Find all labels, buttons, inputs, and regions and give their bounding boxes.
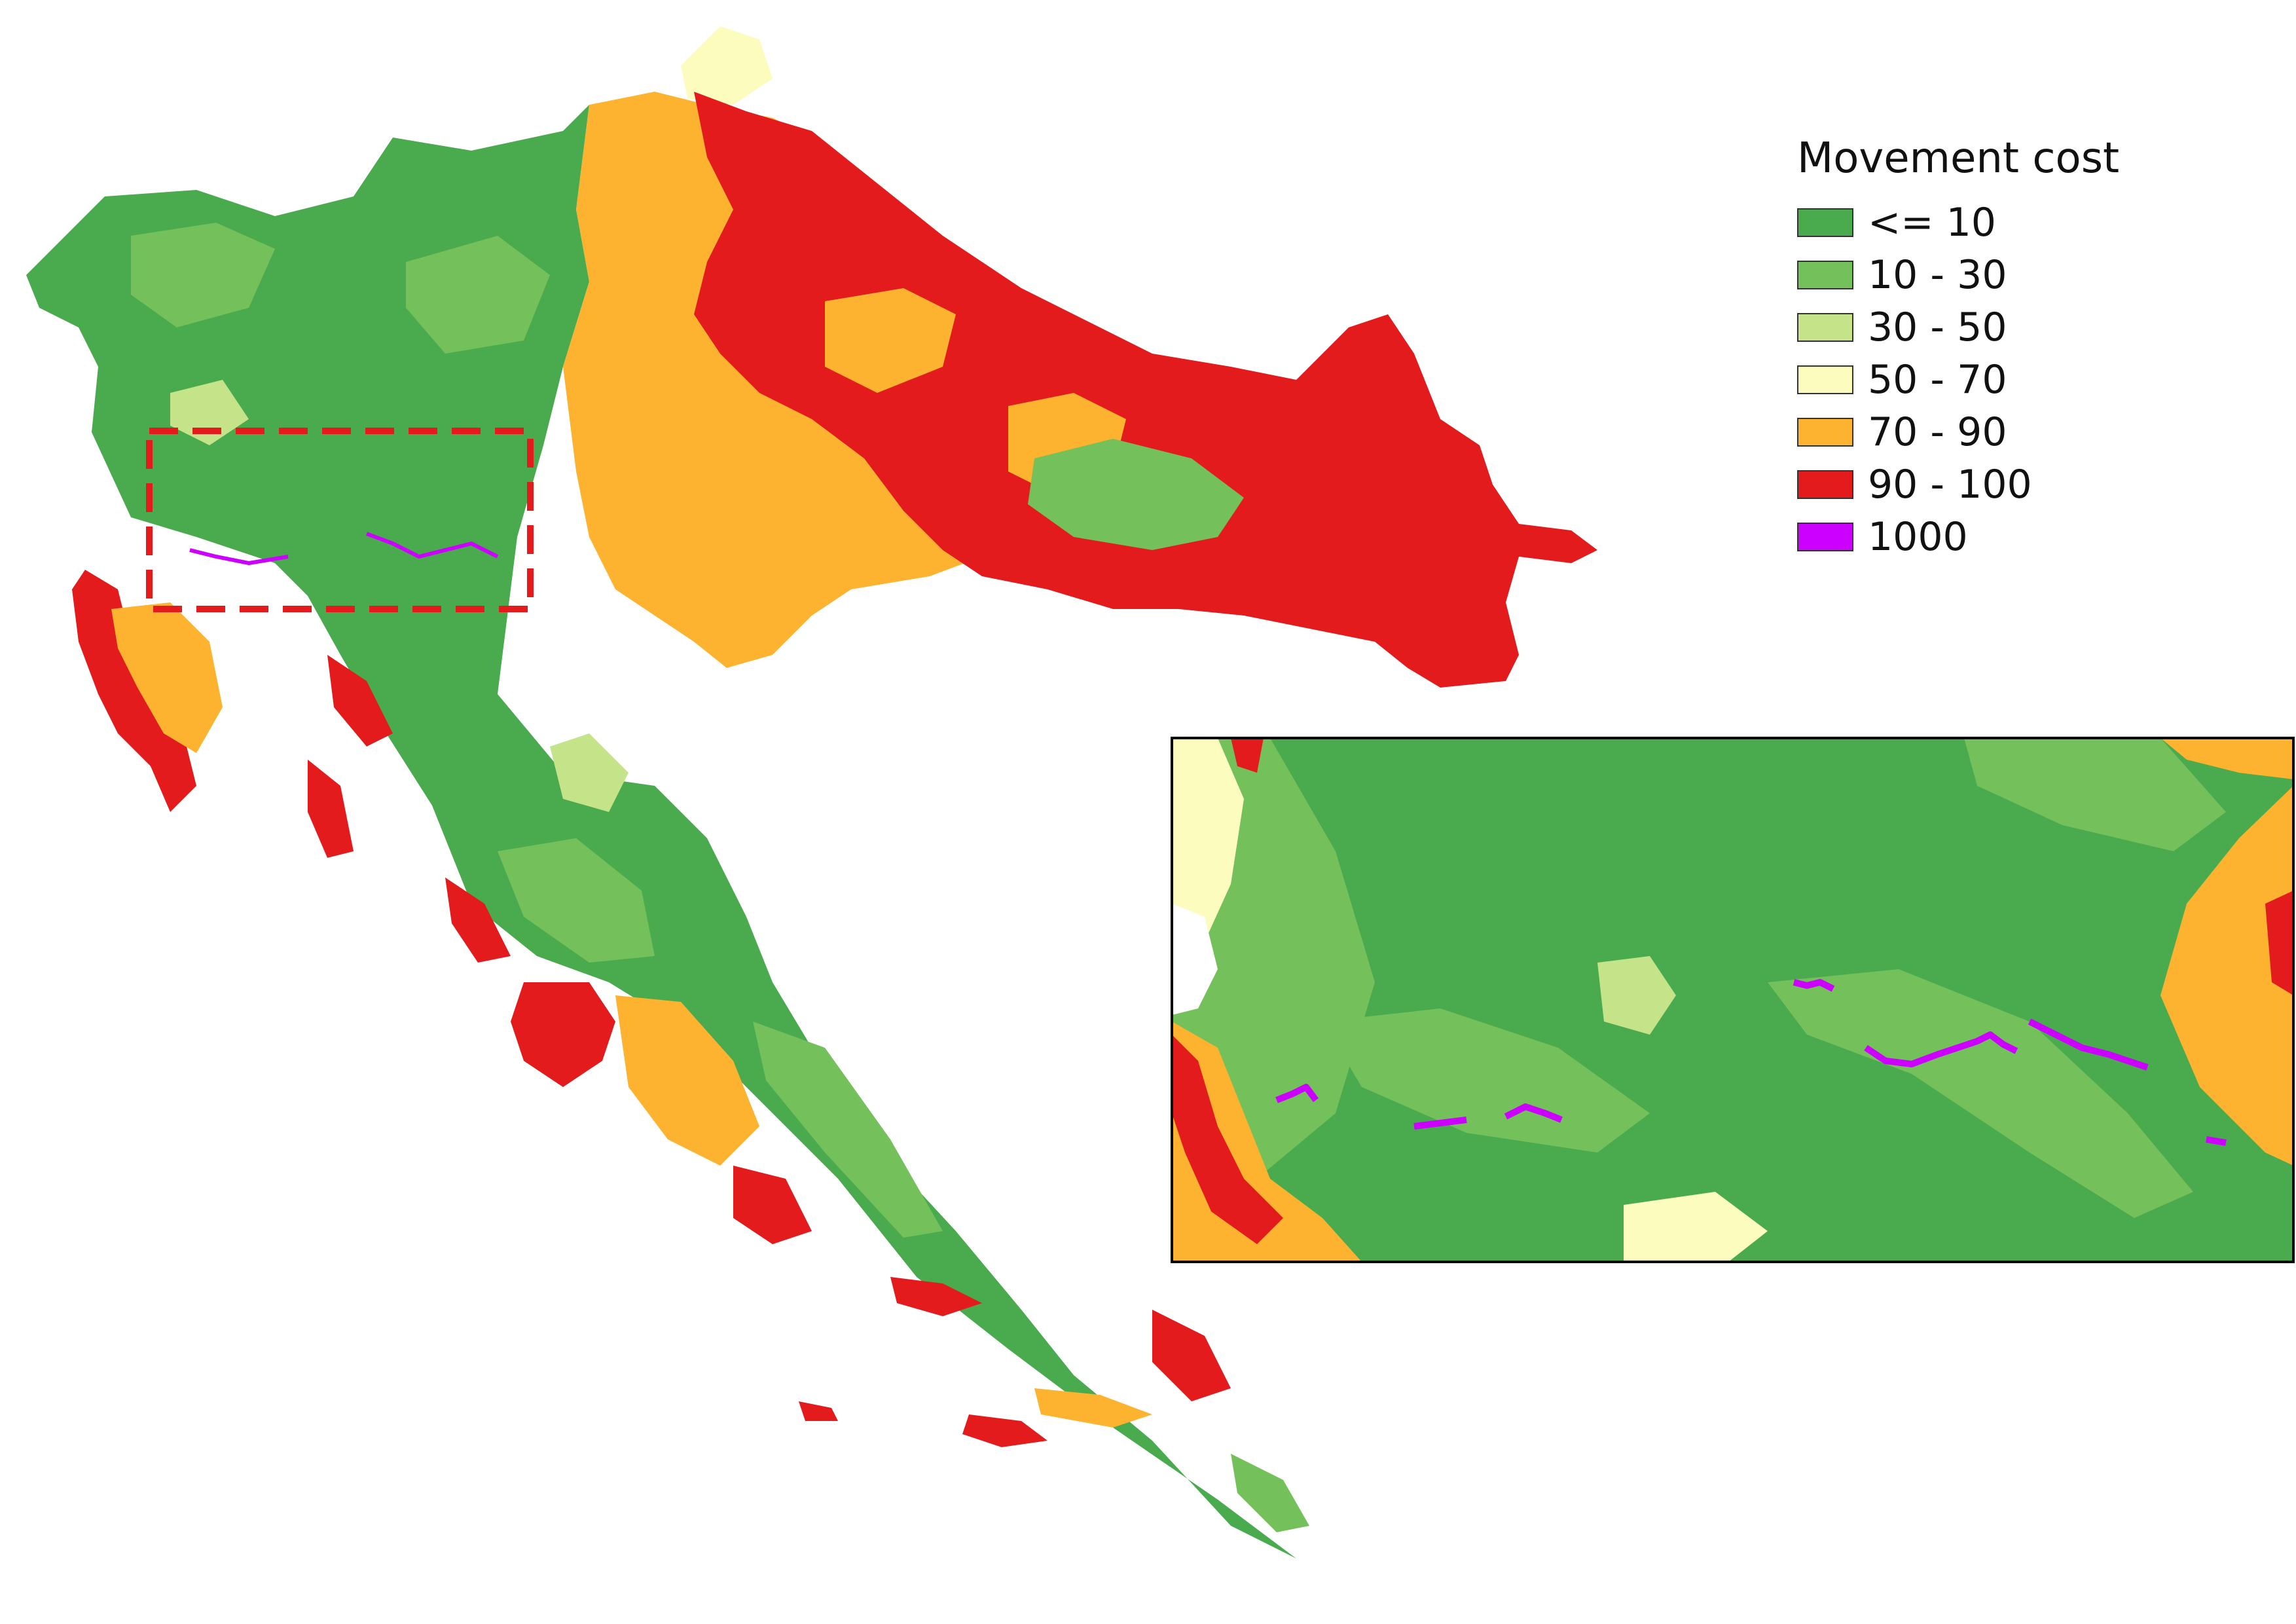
island-7 (1231, 1454, 1309, 1532)
region-orange-istria (111, 602, 223, 753)
region-red-east (694, 92, 1597, 688)
inset-orange-right (2160, 786, 2293, 1166)
region-light-green-5 (170, 380, 249, 445)
region-light-green-6 (550, 733, 629, 812)
legend-label: <= 10 (1868, 200, 1996, 246)
legend-swatch (1797, 261, 1853, 289)
legend-label: 50 - 70 (1868, 357, 2007, 403)
inset-lightgreen-band-4 (1964, 738, 2226, 851)
legend-swatch (1797, 313, 1853, 342)
island-1 (327, 655, 393, 747)
region-light-green-3 (498, 838, 655, 963)
legend-swatch (1797, 418, 1853, 447)
legend-item: 50 - 70 (1797, 354, 2255, 406)
main-map (26, 26, 1597, 1559)
inset-lightgreen-band-2 (1322, 1008, 1650, 1153)
legend-label: 10 - 30 (1868, 252, 2007, 298)
legend-item: 10 - 30 (1797, 249, 2255, 301)
region-orange-coast (615, 995, 759, 1166)
region-red-dalmatia-1 (511, 982, 615, 1087)
region-green-central (1028, 439, 1244, 550)
inset-yellow-patch-3 (1624, 1192, 1768, 1262)
island-3 (445, 877, 511, 963)
region-light-green-2 (406, 236, 550, 354)
island-2 (308, 760, 354, 858)
region-light-green-1 (131, 223, 275, 327)
region-orange-central (825, 288, 956, 393)
legend-label: 70 - 90 (1868, 409, 2007, 455)
legend: Movement cost <= 10 10 - 30 30 - 50 50 -… (1797, 138, 2255, 563)
region-red-dalmatia-3 (1152, 1310, 1231, 1401)
region-red-dalmatia-2 (733, 1166, 812, 1244)
legend-item: <= 10 (1797, 196, 2255, 249)
island-6 (962, 1414, 1048, 1447)
legend-item: 90 - 100 (1797, 458, 2255, 511)
barrier-path-inset (1275, 979, 2227, 1146)
legend-item: 70 - 90 (1797, 406, 2255, 458)
inset-frame (1171, 737, 2295, 1263)
inset-yellow-patch-1 (1172, 738, 1244, 963)
legend-swatch (1797, 208, 1853, 237)
island-5 (1034, 1388, 1152, 1428)
inset-lightgreen-band-3 (1768, 969, 2193, 1218)
inset-red-right (2265, 891, 2293, 995)
legend-swatch (1797, 365, 1853, 394)
inset-map (1172, 738, 2293, 1262)
region-light-green-4 (753, 1022, 943, 1238)
barrier-path-overview (189, 532, 499, 566)
legend-title: Movement cost (1797, 134, 2120, 183)
region-yellow (681, 26, 773, 105)
inset-red-left (1172, 1035, 1283, 1244)
legend-swatch (1797, 523, 1853, 551)
island-4 (890, 1277, 982, 1316)
inset-white-notch (1172, 904, 1218, 1015)
inset-yellow-patch-2 (1597, 956, 1676, 1035)
legend-swatch (1797, 470, 1853, 499)
legend-label: 90 - 100 (1868, 462, 2032, 507)
legend-label: 1000 (1868, 514, 1968, 560)
legend-item: 1000 (1797, 511, 2255, 563)
region-northwest (26, 105, 1296, 1559)
region-red-west (72, 570, 196, 812)
zoom-extent-box (146, 428, 534, 612)
legend-label: 30 - 50 (1868, 304, 2007, 350)
inset-orange-topright (2160, 738, 2293, 779)
legend-item: 30 - 50 (1797, 301, 2255, 354)
inset-red-top (1231, 738, 1264, 773)
island-8 (799, 1401, 838, 1421)
